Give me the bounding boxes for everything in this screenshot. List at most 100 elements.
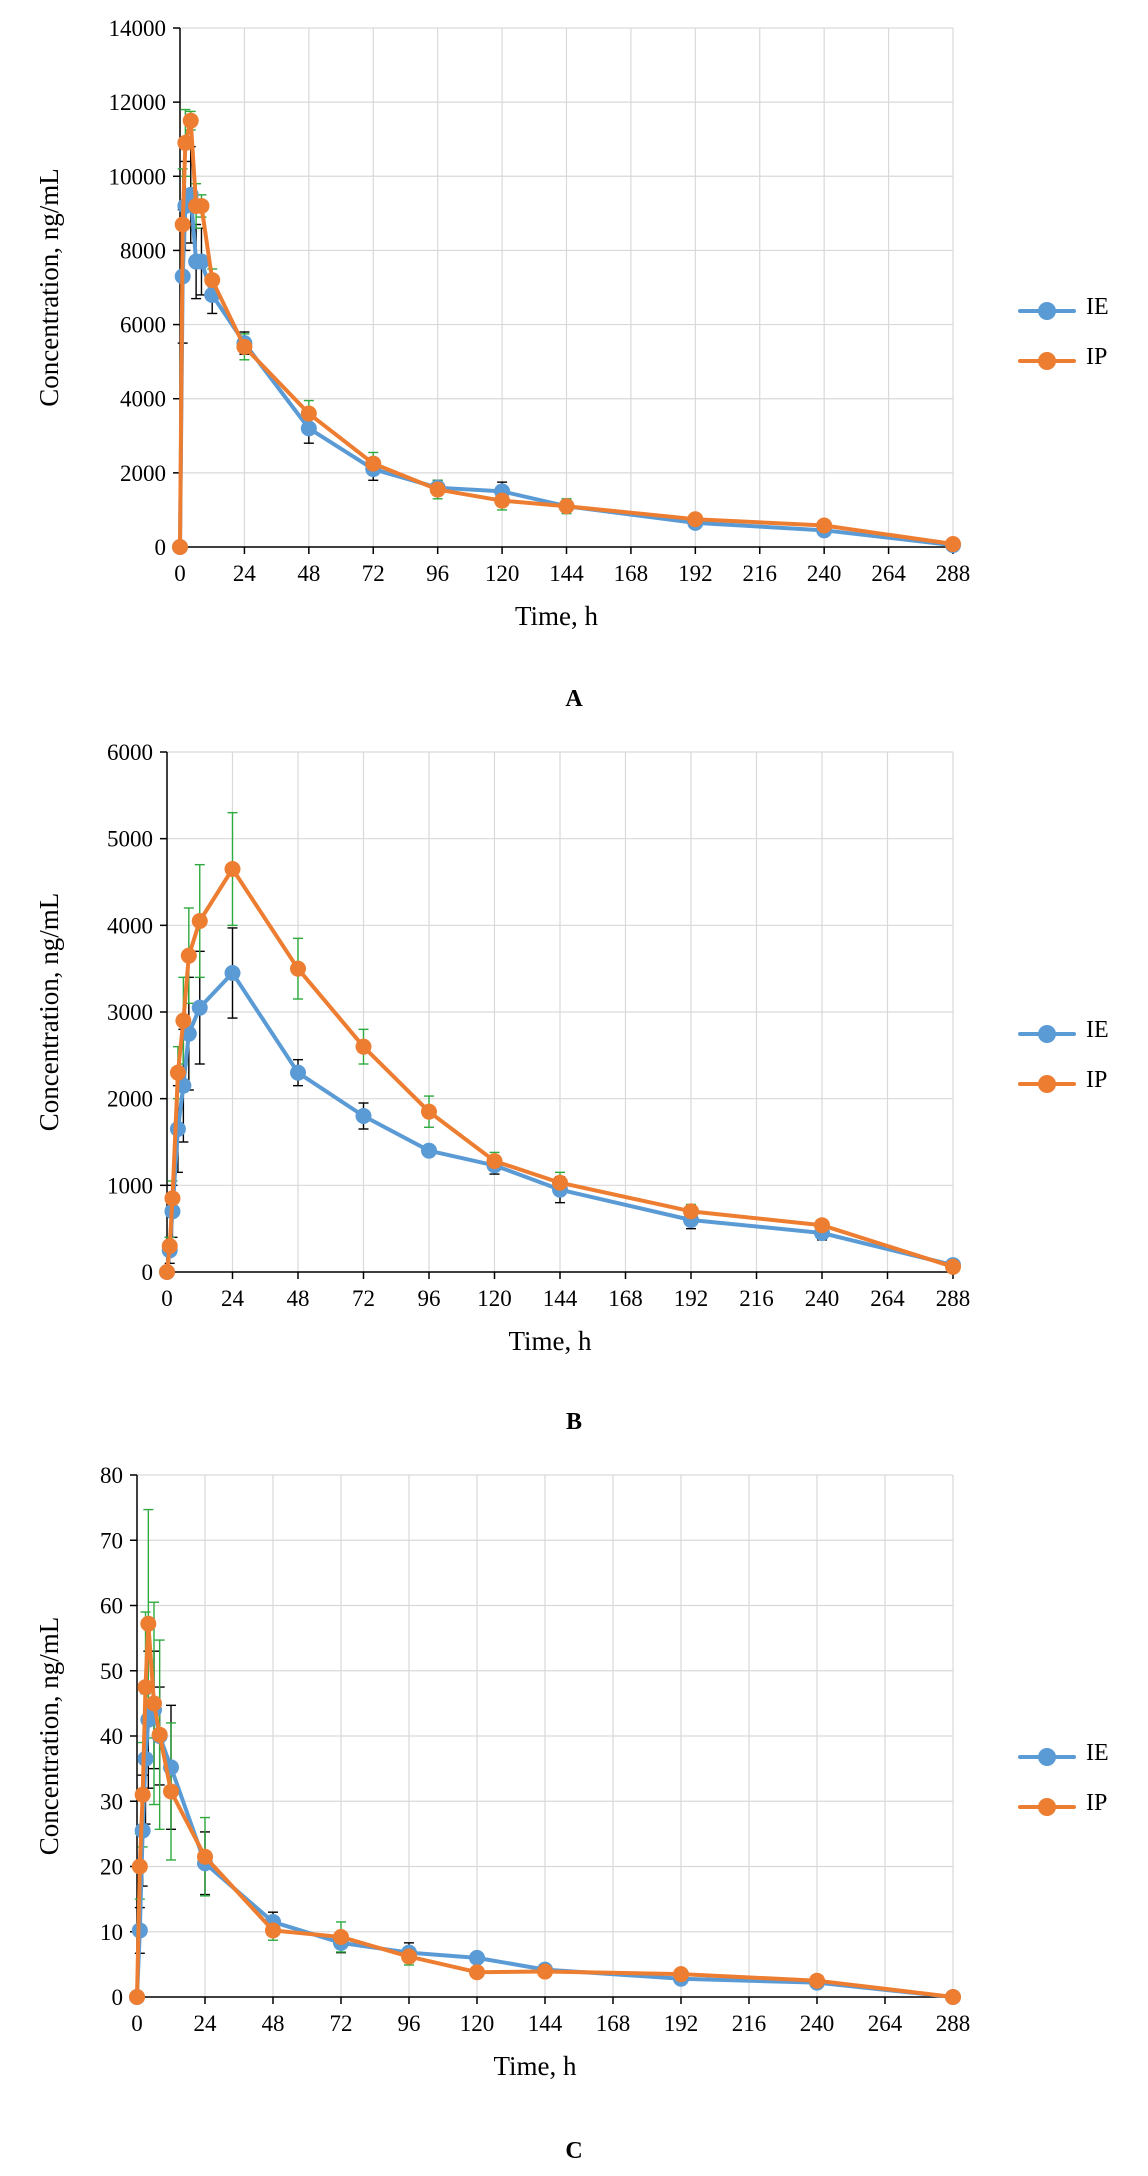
data-point [265,1922,281,1939]
x-tick-label: 168 [608,1286,643,1311]
y-tick-label: 14000 [109,16,167,41]
x-tick-label: 48 [297,561,320,586]
y-tick-label: 1000 [107,1173,153,1198]
x-tick-label: 288 [936,1286,971,1311]
data-point [236,338,253,355]
x-tick-label: 0 [131,2011,143,2036]
y-tick-label: 10000 [109,164,167,189]
x-tick-label: 144 [543,1286,578,1311]
y-tick-label: 80 [100,1463,123,1488]
data-point [421,1103,437,1120]
data-point [537,1963,553,1980]
x-tick-label: 288 [936,2011,971,2036]
x-tick-label: 192 [674,1286,709,1311]
data-point [137,1679,154,1696]
legend-c: IE IP [1018,1738,1143,1838]
error-bars-ie [134,1650,822,1986]
data-point [172,539,188,555]
series-points-ip [172,112,961,555]
panel-b: 0 1000 2000 3000 4000 5000 6000 0 24 48 72 96 120 144… [0,725,1148,1450]
data-point [224,861,241,877]
y-tick-label: 12000 [109,90,167,115]
data-point [193,253,210,270]
data-point [146,1695,162,1712]
legend-label-ip: IP [1086,1790,1108,1816]
data-point [224,965,241,981]
data-point [169,1064,186,1081]
data-point [355,1108,372,1124]
y-tick-label: 5000 [107,827,153,852]
data-point [945,536,961,553]
data-point [552,1174,568,1191]
x-tick-label: 72 [362,561,385,586]
legend-marker-ip [1038,352,1056,370]
data-point [469,1949,485,1966]
x-tick-label: 168 [614,561,649,586]
y-tick-label: 30 [100,1789,123,1814]
error-bars-ie [164,927,958,1269]
data-point [429,481,446,498]
x-tick-label: 0 [161,1286,173,1311]
data-point [683,1203,699,1220]
x-tick-label: 144 [549,561,584,586]
data-point [365,455,382,472]
data-point [204,272,221,289]
data-point [558,498,575,515]
data-point [163,1783,179,1800]
data-point [809,1972,825,1989]
y-tick-label: 2000 [120,461,166,486]
legend-item-ie: IE [1018,292,1143,342]
x-tick-label: 96 [398,2011,421,2036]
x-tick-label: 24 [194,2011,218,2036]
x-tick-label: 240 [805,1286,840,1311]
data-point [469,1964,485,1981]
x-tick-label: 24 [221,1286,245,1311]
panel-label-b: B [565,1409,582,1435]
y-tick-label: 6000 [107,740,153,765]
x-tick-label: 48 [287,1286,310,1311]
y-axis-title: Concentration, ng/mL [34,893,64,1131]
legend-marker-ie [1038,1748,1056,1766]
gridlines [137,1474,954,1998]
legend-marker-ie [1038,302,1056,320]
y-tick-label: 0 [112,1985,124,2010]
legend-item-ip: IP [1018,1065,1143,1115]
x-tick-label: 120 [460,2011,495,2036]
y-tick-label: 60 [100,1594,123,1619]
y-tick-label: 50 [100,1659,123,1684]
x-tick-label: 72 [330,2011,353,2036]
x-tick-label: 240 [807,561,842,586]
data-point [129,1989,145,2005]
legend-marker-ie [1038,1025,1056,1043]
y-tick-label: 0 [155,535,167,560]
x-tick-label: 216 [743,561,778,586]
x-axis-title: Time, h [493,2051,577,2081]
data-point [140,1615,157,1632]
series-line-ip [165,867,955,1274]
data-point [174,216,191,233]
data-point [421,1142,437,1159]
legend-a: IE IP [1018,292,1143,392]
data-point [193,197,210,214]
data-point [816,517,833,534]
x-tick-label: 216 [739,1286,774,1311]
data-point [151,1726,168,1743]
x-tick-label: 264 [871,561,906,586]
error-bars-ip [134,1508,822,1984]
x-tick-label: 144 [528,2011,563,2036]
x-tick-label: 216 [732,2011,767,2036]
x-tick-label: 192 [664,2011,699,2036]
panel-label-c: C [565,2138,583,2164]
data-point [687,511,704,528]
data-point [300,405,317,422]
x-tick-label: 192 [678,561,713,586]
y-axis-title: Concentration, ng/mL [34,1617,64,1855]
data-point [159,1264,175,1280]
legend-marker-ip [1038,1075,1056,1093]
x-tick-label: 24 [233,561,257,586]
legend-label-ip: IP [1086,344,1108,370]
y-tick-label: 8000 [120,238,166,263]
x-tick-label: 120 [477,1286,512,1311]
data-point [300,420,317,437]
data-point [182,112,199,129]
